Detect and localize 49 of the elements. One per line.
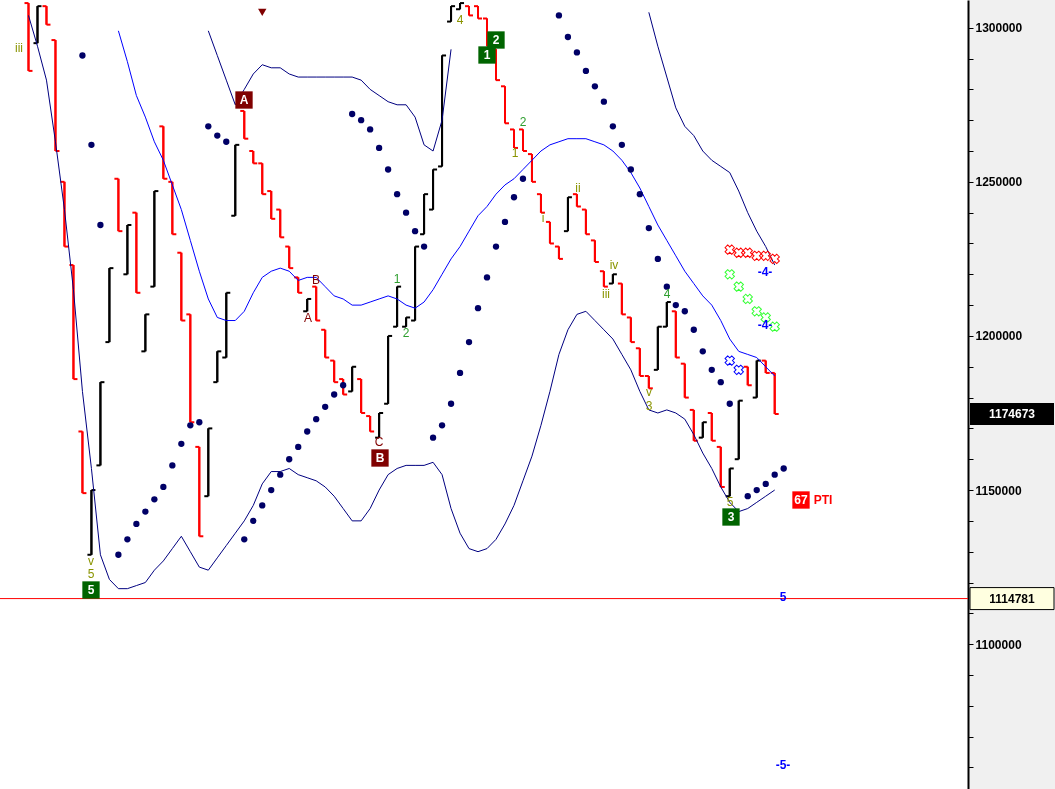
y-tick-label: 1150000 xyxy=(975,483,1022,498)
point xyxy=(724,269,735,280)
point xyxy=(733,281,744,292)
annotation: v xyxy=(88,554,94,568)
annotation: A xyxy=(239,93,249,107)
annotation: 2 xyxy=(402,326,410,340)
annotation: v xyxy=(646,385,652,399)
y-tick-label: 1200000 xyxy=(975,329,1023,344)
point xyxy=(742,293,753,305)
annotation: 3 xyxy=(645,399,653,413)
annotation: 1 xyxy=(393,272,401,286)
annotation: 1 xyxy=(483,48,491,62)
annotation: 2 xyxy=(492,33,500,47)
annotation: i xyxy=(541,211,545,225)
annotation: A xyxy=(303,311,313,325)
annotation: iv xyxy=(609,258,619,272)
annotation: 5 xyxy=(87,567,95,581)
annotation: 4 xyxy=(456,13,464,27)
point xyxy=(733,247,744,258)
point xyxy=(258,8,267,16)
text: iii xyxy=(15,41,23,55)
annotation: iii xyxy=(602,287,610,301)
point xyxy=(751,306,762,317)
point xyxy=(751,250,762,261)
ref-line-label: 1114781 xyxy=(989,591,1036,606)
annotation: C xyxy=(374,435,384,449)
point xyxy=(742,247,753,258)
annotation: PTI xyxy=(813,493,833,507)
point xyxy=(733,364,744,376)
line-series xyxy=(117,30,776,377)
y-tick-label: 1300000 xyxy=(975,21,1023,36)
annotation: 67 xyxy=(794,493,808,507)
point xyxy=(724,355,735,366)
y-tick-label: 1100000 xyxy=(975,637,1022,652)
annotation: ii xyxy=(575,181,581,195)
text: 1174673 xyxy=(988,407,1036,421)
annotation: 2 xyxy=(519,115,527,129)
annotation: B xyxy=(375,451,385,465)
point xyxy=(769,253,780,265)
annotation: 3 xyxy=(727,510,735,524)
point xyxy=(760,250,771,261)
annotation: 5 xyxy=(87,583,95,597)
point xyxy=(724,244,735,255)
annotation: -5- xyxy=(775,758,791,772)
annotation: -4- xyxy=(757,318,773,332)
y-tick-label: 1250000 xyxy=(975,175,1023,190)
annotation: -4- xyxy=(757,265,773,279)
annotation: 1 xyxy=(511,146,519,160)
annotation: 4 xyxy=(663,287,671,301)
